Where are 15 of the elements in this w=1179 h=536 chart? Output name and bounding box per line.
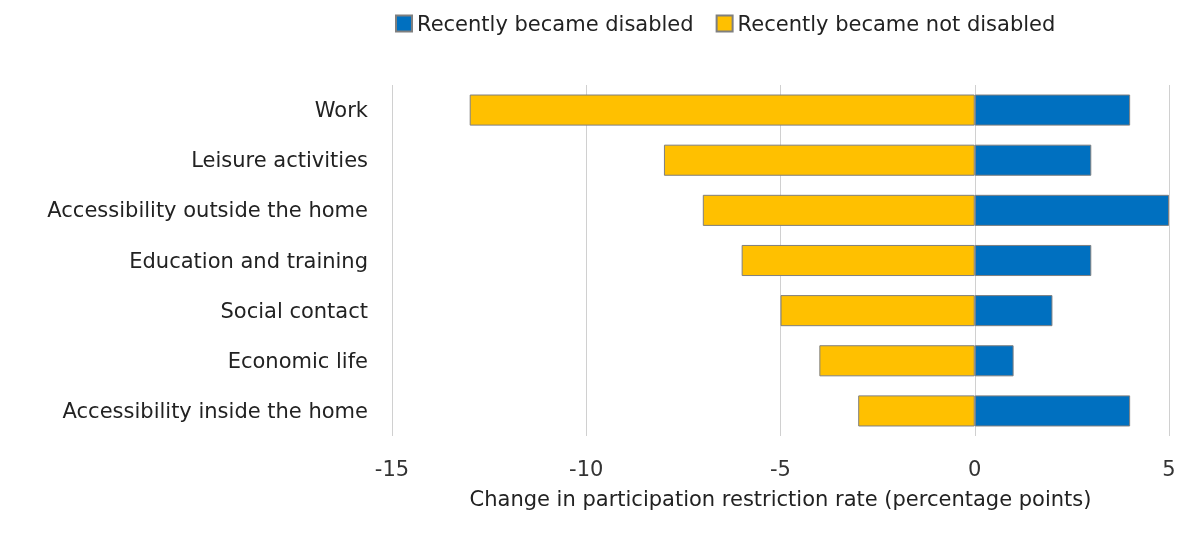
- x-tick-label: 5: [1162, 456, 1176, 481]
- y-tick-label: Accessibility inside the home: [62, 398, 368, 423]
- legend-label: Recently became disabled: [417, 11, 694, 36]
- x-tick-label: -15: [374, 456, 410, 481]
- x-tick-label: -5: [770, 456, 791, 481]
- y-tick-label: Social contact: [220, 298, 368, 323]
- legend-label: Recently became not disabled: [737, 11, 1056, 36]
- x-axis-title: Change in participation restriction rate (percentage points): [469, 486, 1092, 511]
- y-tick-label: Leisure activities: [191, 148, 368, 173]
- x-tick-label: 0: [968, 456, 982, 481]
- y-tick-label: Education and training: [129, 248, 368, 273]
- x-tick-label: -10: [569, 456, 604, 481]
- y-tick-label: Accessibility outside the home: [47, 198, 368, 223]
- y-tick-label: Work: [314, 98, 369, 123]
- y-tick-label: Economic life: [227, 348, 368, 373]
